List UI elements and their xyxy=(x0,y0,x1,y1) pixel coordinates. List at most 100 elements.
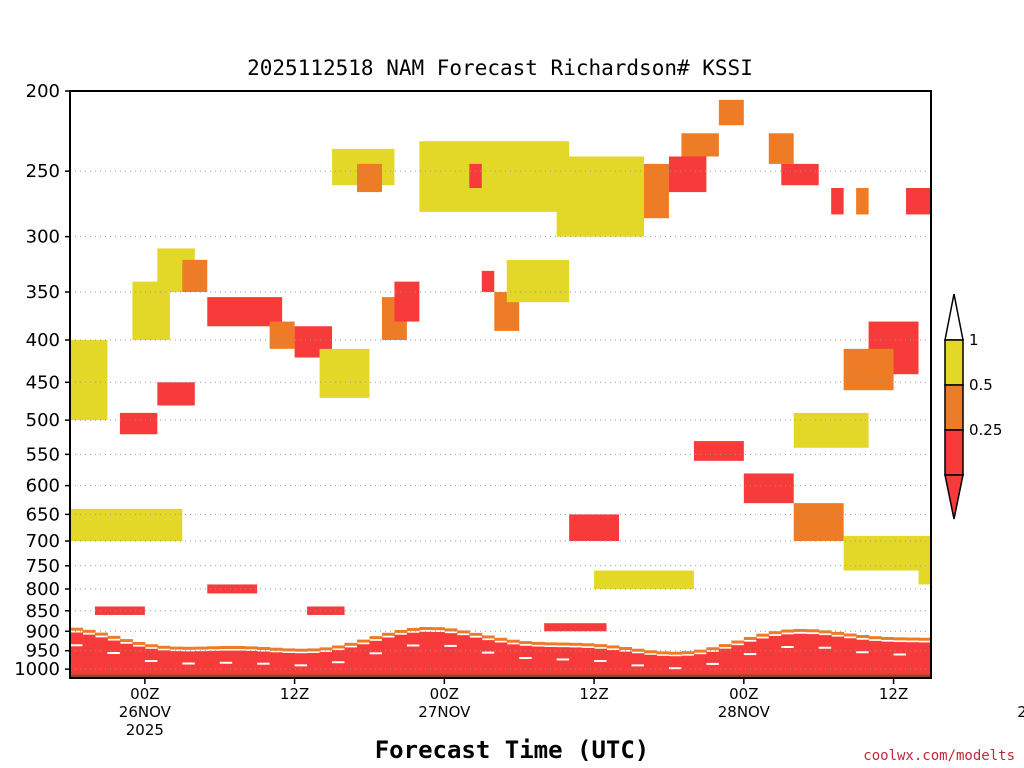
ri-surface-band xyxy=(481,640,495,675)
ri-surface-edge xyxy=(94,632,108,636)
ri-band xyxy=(693,441,744,461)
ri-surface-edge xyxy=(843,633,857,637)
ri-band xyxy=(793,503,844,542)
ri-surface-band xyxy=(606,650,620,675)
ri-surface-gap xyxy=(818,646,832,649)
ri-surface-edge xyxy=(743,636,757,640)
ri-surface-band xyxy=(194,651,208,675)
ri-surface-band xyxy=(94,637,108,675)
ri-surface-band xyxy=(82,634,96,675)
ri-surface-gap xyxy=(743,653,757,656)
ri-surface-gap xyxy=(856,651,870,654)
ri-surface-edge xyxy=(431,627,445,631)
ri-surface-edge xyxy=(906,637,920,641)
ri-band xyxy=(357,163,382,193)
ri-surface-edge xyxy=(856,635,870,639)
ri-band xyxy=(394,281,420,322)
ri-surface-edge xyxy=(731,640,745,644)
ri-surface-gap xyxy=(107,652,121,655)
ri-surface-band xyxy=(906,642,920,675)
ri-surface-gap xyxy=(182,662,196,665)
y-tick-label: 750 xyxy=(26,556,60,577)
ri-surface-gap xyxy=(594,659,608,662)
ri-surface-edge xyxy=(381,632,395,636)
x-tick-label: 29NOV xyxy=(1017,703,1024,721)
ri-surface-band xyxy=(569,647,583,675)
ri-surface-band xyxy=(381,637,395,675)
ri-surface-gap xyxy=(144,660,158,663)
y-tick-label: 550 xyxy=(26,444,60,465)
ri-surface-edge xyxy=(531,641,545,645)
ri-band xyxy=(94,606,145,615)
ri-band xyxy=(119,412,158,435)
ri-surface-band xyxy=(357,644,370,675)
ri-band xyxy=(843,535,931,571)
y-tick-label: 850 xyxy=(26,601,60,622)
ri-surface-gap xyxy=(668,667,682,670)
ri-surface-edge xyxy=(494,637,508,641)
colorbar-bottom-triangle xyxy=(944,474,964,520)
ri-surface-gap xyxy=(70,644,83,647)
ri-surface-edge xyxy=(344,642,358,646)
ri-surface-band xyxy=(868,640,882,675)
ri-surface-band xyxy=(656,655,670,675)
ri-surface-gap xyxy=(781,646,795,649)
ri-surface-gap xyxy=(893,653,907,656)
ri-band xyxy=(594,570,694,589)
colorbar-label: 1 xyxy=(969,331,979,349)
ri-surface-band xyxy=(718,648,732,675)
y-tick-label: 300 xyxy=(26,227,60,248)
ri-surface-band xyxy=(244,650,258,675)
ri-band xyxy=(157,382,195,406)
ri-band xyxy=(469,163,482,188)
ri-surface-edge xyxy=(132,641,146,645)
ri-surface-gap xyxy=(406,644,420,647)
ri-surface-band xyxy=(793,633,807,675)
ri-surface-edge xyxy=(556,642,570,646)
ri-surface-edge xyxy=(294,648,308,652)
ri-surface-gap xyxy=(294,664,308,667)
ri-surface-band xyxy=(119,643,133,675)
ri-band xyxy=(668,156,707,193)
ri-surface-edge xyxy=(631,648,645,652)
ri-surface-band xyxy=(269,652,283,675)
ri-surface-edge xyxy=(244,646,258,650)
ri-surface-band xyxy=(157,650,171,675)
ri-surface-edge xyxy=(768,631,782,635)
ri-band xyxy=(70,339,108,421)
ri-band xyxy=(718,99,744,126)
ri-surface-band xyxy=(282,652,296,675)
ri-surface-edge xyxy=(207,646,221,650)
ri-surface-gap xyxy=(481,651,495,654)
ri-band xyxy=(743,473,794,504)
ri-surface-band xyxy=(431,631,445,675)
ri-surface-edge xyxy=(169,646,183,650)
ri-surface-edge xyxy=(868,636,882,640)
colorbar-label: 0.5 xyxy=(969,376,993,394)
ri-band xyxy=(768,133,794,164)
ri-surface-edge xyxy=(82,629,96,633)
x-tick-label: 27NOV xyxy=(418,703,471,721)
y-tick-label: 450 xyxy=(26,372,60,393)
y-tick-label: 250 xyxy=(26,161,60,182)
ri-surface-band xyxy=(731,645,745,675)
ri-surface-edge xyxy=(569,642,583,646)
y-tick-label: 600 xyxy=(26,476,60,497)
ri-surface-band xyxy=(70,632,83,675)
ri-surface-edge xyxy=(706,647,720,651)
y-tick-label: 800 xyxy=(26,579,60,600)
ri-surface-band xyxy=(456,635,470,675)
x-tick-label: 00Z xyxy=(130,685,159,703)
y-tick-label: 200 xyxy=(26,81,60,102)
ri-band xyxy=(793,412,869,448)
colorbar-segment xyxy=(944,384,964,431)
ri-surface-band xyxy=(469,637,483,675)
ri-surface-band xyxy=(132,646,146,675)
ri-band xyxy=(70,508,183,542)
ri-surface-edge xyxy=(806,629,820,633)
ri-surface-edge xyxy=(818,630,832,634)
credit-text: coolwx.com/modelts xyxy=(863,748,1015,764)
ri-surface-band xyxy=(693,654,707,675)
ri-surface-edge xyxy=(444,628,458,632)
ri-band xyxy=(918,560,931,585)
